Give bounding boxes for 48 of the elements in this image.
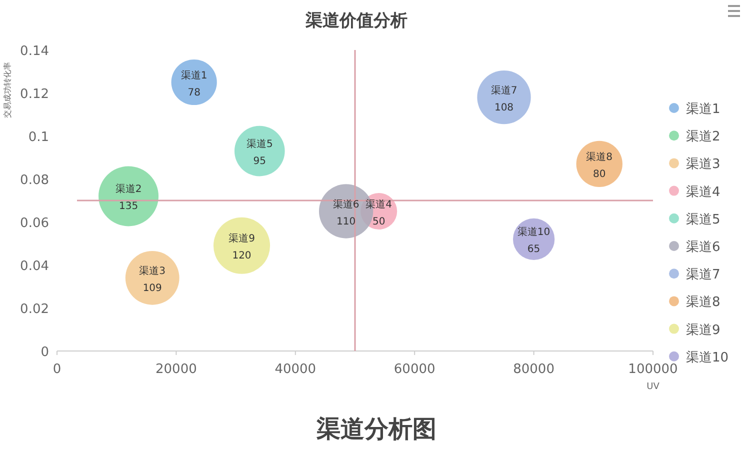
text: 渠道6 xyxy=(332,199,360,210)
legend-label: 渠道9 xyxy=(686,322,720,338)
data-label: 109 xyxy=(142,282,162,294)
x-axis-title: UV xyxy=(646,382,660,392)
legend-label: 渠道10 xyxy=(686,350,729,366)
y-tick-label: 0.12 xyxy=(20,87,49,102)
text: 渠道1 xyxy=(180,70,208,82)
legend-label: 渠道4 xyxy=(686,184,720,200)
data-label: 65 xyxy=(527,244,540,256)
data-label: 50 xyxy=(372,216,386,228)
data-label: 135 xyxy=(118,201,138,212)
data-label: 80 xyxy=(592,168,606,180)
text: 渠道2 xyxy=(115,184,142,196)
x-tick-label: 100000 xyxy=(628,362,678,377)
y-tick-label: 0.1 xyxy=(28,130,49,145)
data-label: 108 xyxy=(494,102,514,114)
x-tick-label: 80000 xyxy=(513,362,554,377)
legend-label: 渠道5 xyxy=(686,212,720,228)
chart-title: 渠道价值分析 xyxy=(304,11,408,31)
text: 渠道5 xyxy=(246,139,273,150)
text: 渠道7 xyxy=(490,85,518,96)
text: 渠道3 xyxy=(139,266,166,277)
y-tick-label: 0.02 xyxy=(20,302,49,317)
text: 渠道分析图 xyxy=(316,415,436,443)
y-tick-label: 0.06 xyxy=(20,216,49,231)
x-tick-label: 20000 xyxy=(156,362,197,377)
data-label: 78 xyxy=(188,87,200,98)
legend-label: 渠道3 xyxy=(686,157,720,172)
x-tick-label: 40000 xyxy=(274,362,316,377)
y-tick-label: 0.04 xyxy=(20,259,49,274)
legend-label: 渠道7 xyxy=(686,268,720,283)
legend-label: 渠道6 xyxy=(686,240,720,255)
data-label: 110 xyxy=(336,216,356,228)
text: 渠道4 xyxy=(366,199,392,210)
x-tick-label: 0 xyxy=(52,362,62,377)
y-tick-label: 0.08 xyxy=(20,173,49,188)
y-tick-label: 0.14 xyxy=(20,44,49,59)
x-tick-label: 60000 xyxy=(394,362,436,377)
text: 渠道10 xyxy=(517,227,550,238)
data-label: 120 xyxy=(232,250,252,262)
data-label: 95 xyxy=(253,156,266,168)
y-axis-title: 交易成功转化率 xyxy=(3,62,12,118)
legend-label: 渠道8 xyxy=(686,295,720,310)
legend-label: 渠道2 xyxy=(686,130,720,145)
y-tick-label: 0 xyxy=(40,345,49,360)
text: 渠道9 xyxy=(228,234,255,245)
text: 渠道8 xyxy=(586,152,613,163)
legend-label: 渠道1 xyxy=(686,102,720,117)
